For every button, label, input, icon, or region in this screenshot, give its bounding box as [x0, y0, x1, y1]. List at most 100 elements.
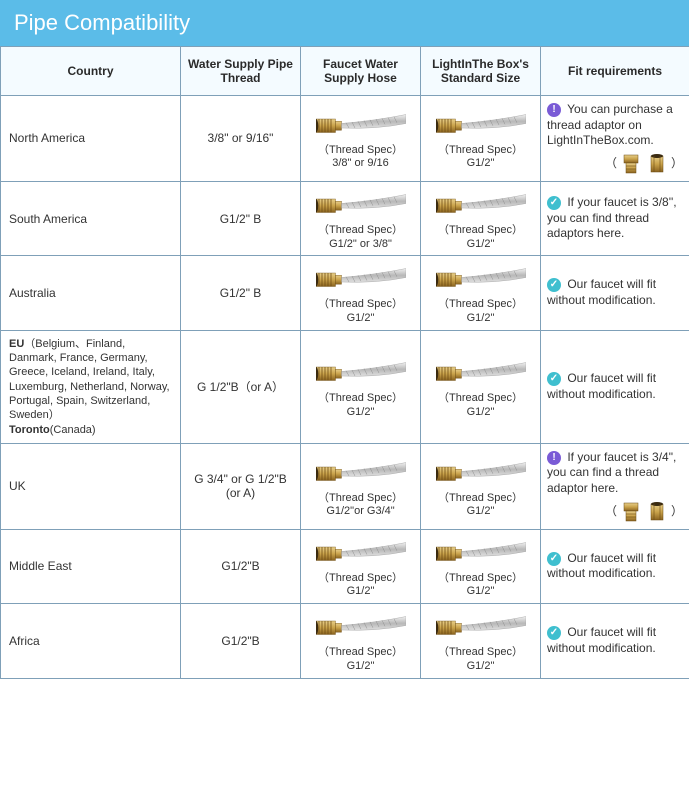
country-cell: South America — [1, 181, 181, 256]
thread-value: G1/2" B — [220, 286, 262, 300]
country-cell: North America — [1, 96, 181, 182]
adaptor-icon — [647, 501, 667, 523]
std-spec: （Thread Spec）G1/2" — [423, 144, 538, 172]
fit-text: You can purchase a thread adaptor on Lig… — [547, 102, 673, 147]
hose-spec: （Thread Spec）G1/2" or 3/8" — [303, 224, 418, 252]
thread-cell: G 3/4" or G 1/2"B (or A) — [181, 443, 301, 529]
hose-icon — [436, 108, 526, 142]
hose-icon — [436, 262, 526, 296]
hose-icon — [436, 188, 526, 222]
table-row: Middle East G1/2"B （Thread Spec）G1/2" （Th… — [1, 529, 689, 604]
hose-spec: （Thread Spec）G1/2" — [303, 392, 418, 420]
country-label: Middle East — [9, 559, 72, 573]
hose-spec: （Thread Spec）G1/2"or G3/4" — [303, 492, 418, 520]
adaptor-images: （ ） — [605, 156, 683, 170]
col-std: LightInThe Box's Standard Size — [421, 47, 541, 96]
hose-cell: （Thread Spec）3/8" or 9/16 — [301, 96, 421, 182]
country-cell: EU（Belgium、Finland, Danmark, France, Ger… — [1, 330, 181, 443]
thread-value: 3/8" or 9/16" — [208, 131, 274, 145]
hose-icon — [316, 536, 406, 570]
fit-cell: ✓ Our faucet will fit without modificati… — [541, 330, 689, 443]
country-cell: UK — [1, 443, 181, 529]
std-cell: （Thread Spec）G1/2" — [421, 181, 541, 256]
table-row: South America G1/2" B （Thread Spec）G1/2" … — [1, 181, 689, 256]
table-header-row: Country Water Supply Pipe Thread Faucet … — [1, 47, 689, 96]
hose-icon — [436, 536, 526, 570]
adaptor-icon — [647, 153, 667, 175]
fit-cell: ✓ Our faucet will fit without modificati… — [541, 604, 689, 679]
std-cell: （Thread Spec）G1/2" — [421, 529, 541, 604]
fit-cell: ! If your faucet is 3/4", you can find a… — [541, 443, 689, 529]
hose-icon — [316, 356, 406, 390]
hose-icon — [436, 456, 526, 490]
table-row: EU（Belgium、Finland, Danmark, France, Ger… — [1, 330, 689, 443]
check-icon: ✓ — [547, 196, 561, 210]
info-icon: ! — [547, 451, 561, 465]
adaptor-icon — [621, 501, 641, 523]
col-thread: Water Supply Pipe Thread — [181, 47, 301, 96]
fit-text: If your faucet is 3/8'', you can find th… — [547, 195, 677, 240]
std-spec: （Thread Spec）G1/2" — [423, 492, 538, 520]
fit-cell: ✓ Our faucet will fit without modificati… — [541, 529, 689, 604]
hose-cell: （Thread Spec）G1/2" — [301, 529, 421, 604]
table-row: Africa G1/2"B （Thread Spec）G1/2" （Thread … — [1, 604, 689, 679]
hose-cell: （Thread Spec）G1/2"or G3/4" — [301, 443, 421, 529]
fit-text: Our faucet will fit without modification… — [547, 551, 656, 581]
hose-icon — [316, 188, 406, 222]
thread-value: G1/2"B — [221, 634, 259, 648]
table-row: Australia G1/2" B （Thread Spec）G1/2" （Thr… — [1, 256, 689, 331]
hose-spec: （Thread Spec）G1/2" — [303, 572, 418, 600]
country-label: South America — [9, 212, 87, 226]
check-icon: ✓ — [547, 278, 561, 292]
thread-cell: G 1/2"B（or A） — [181, 330, 301, 443]
col-fit: Fit requirements — [541, 47, 689, 96]
country-label: UK — [9, 479, 26, 493]
adaptor-icon — [621, 153, 641, 175]
std-cell: （Thread Spec）G1/2" — [421, 604, 541, 679]
col-hose: Faucet Water Supply Hose — [301, 47, 421, 96]
std-spec: （Thread Spec）G1/2" — [423, 224, 538, 252]
thread-value: G 1/2"B（or A） — [197, 380, 284, 394]
std-cell: （Thread Spec）G1/2" — [421, 443, 541, 529]
fit-cell: ! You can purchase a thread adaptor on L… — [541, 96, 689, 182]
std-spec: （Thread Spec）G1/2" — [423, 646, 538, 674]
hose-icon — [316, 456, 406, 490]
hose-icon — [316, 262, 406, 296]
thread-value: G 3/4" or G 1/2"B (or A) — [194, 472, 287, 500]
hose-icon — [316, 108, 406, 142]
country-cell: Australia — [1, 256, 181, 331]
hose-spec: （Thread Spec）3/8" or 9/16 — [303, 144, 418, 172]
check-icon: ✓ — [547, 626, 561, 640]
hose-spec: （Thread Spec）G1/2" — [303, 298, 418, 326]
page-title: Pipe Compatibility — [0, 0, 689, 46]
country-label: Australia — [9, 286, 56, 300]
fit-text: Our faucet will fit without modification… — [547, 625, 656, 655]
hose-cell: （Thread Spec）G1/2" — [301, 604, 421, 679]
std-cell: （Thread Spec）G1/2" — [421, 256, 541, 331]
country-cell: Africa — [1, 604, 181, 679]
country-label: Africa — [9, 634, 40, 648]
hose-icon — [436, 610, 526, 644]
hose-cell: （Thread Spec）G1/2" — [301, 256, 421, 331]
table-row: UK G 3/4" or G 1/2"B (or A) （Thread Spec）… — [1, 443, 689, 529]
thread-cell: G1/2" B — [181, 181, 301, 256]
country-label: EU（Belgium、Finland, Danmark, France, Ger… — [9, 337, 174, 437]
std-spec: （Thread Spec）G1/2" — [423, 298, 538, 326]
thread-cell: G1/2"B — [181, 529, 301, 604]
fit-text: Our faucet will fit without modification… — [547, 277, 656, 307]
thread-cell: G1/2"B — [181, 604, 301, 679]
std-spec: （Thread Spec）G1/2" — [423, 392, 538, 420]
thread-value: G1/2" B — [220, 212, 262, 226]
fit-cell: ✓ Our faucet will fit without modificati… — [541, 256, 689, 331]
check-icon: ✓ — [547, 552, 561, 566]
thread-value: G1/2"B — [221, 559, 259, 573]
std-cell: （Thread Spec）G1/2" — [421, 330, 541, 443]
fit-text: Our faucet will fit without modification… — [547, 371, 656, 401]
std-cell: （Thread Spec）G1/2" — [421, 96, 541, 182]
thread-cell: 3/8" or 9/16" — [181, 96, 301, 182]
hose-icon — [316, 610, 406, 644]
info-icon: ! — [547, 103, 561, 117]
hose-spec: （Thread Spec）G1/2" — [303, 646, 418, 674]
hose-cell: （Thread Spec）G1/2" — [301, 330, 421, 443]
fit-cell: ✓ If your faucet is 3/8'', you can find … — [541, 181, 689, 256]
